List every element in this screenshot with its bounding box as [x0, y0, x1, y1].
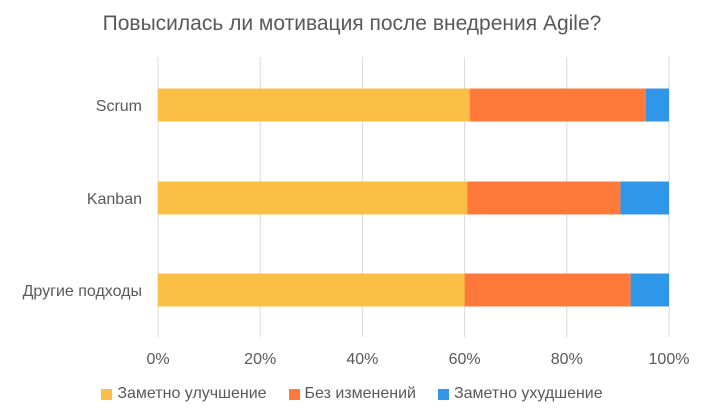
bar-segment — [630, 273, 669, 307]
bar-segment — [158, 273, 465, 307]
bar-segment — [469, 88, 647, 122]
x-tick-label: 20% — [244, 351, 276, 368]
category-label: Kanban — [87, 191, 142, 208]
x-tick-label: 60% — [449, 351, 481, 368]
legend: Заметно улучшение Без изменений Заметно ух… — [0, 385, 704, 403]
x-tick-label: 0% — [146, 351, 169, 368]
bar-segment — [158, 88, 470, 122]
category-label: Scrum — [96, 98, 142, 115]
bars — [158, 88, 669, 307]
chart-title: Повысилась ли мотивация после внедрения … — [102, 12, 602, 35]
bar-segment — [620, 181, 669, 215]
legend-swatch — [101, 388, 113, 400]
legend-label: Без изменений — [304, 385, 416, 402]
x-tick-label: 100% — [649, 351, 690, 368]
legend-item: Без изменений — [288, 385, 416, 403]
legend-swatch — [437, 388, 449, 400]
category-label: Другие подходы — [23, 283, 142, 300]
category-labels: Scrum Kanban Другие подходы — [23, 98, 142, 300]
bar-segment — [646, 88, 669, 122]
x-tick-label: 40% — [346, 351, 378, 368]
legend-label: Заметно улучшение — [117, 385, 267, 402]
x-tick-label: 80% — [551, 351, 583, 368]
legend-swatch — [288, 388, 300, 400]
bar-segment — [464, 273, 631, 307]
x-tick-labels: 0% 20% 40% 60% 80% 100% — [146, 351, 689, 368]
legend-label: Заметно ухудшение — [453, 385, 603, 402]
bar-segment — [467, 181, 621, 215]
legend-item: Заметно улучшение — [101, 385, 267, 403]
bar-segment — [158, 181, 468, 215]
legend-item: Заметно ухудшение — [437, 385, 603, 403]
